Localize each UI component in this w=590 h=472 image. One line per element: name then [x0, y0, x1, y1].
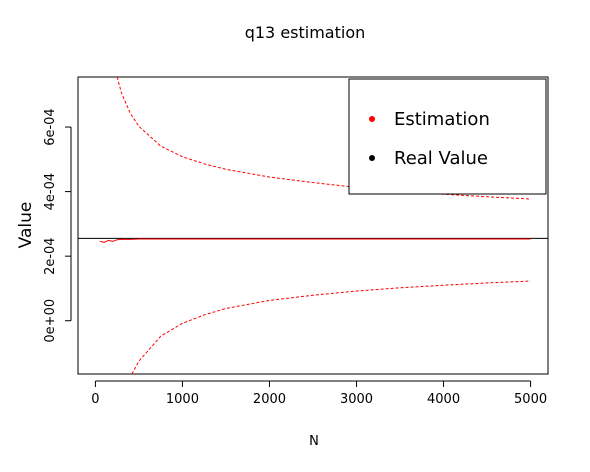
legend-marker: [369, 155, 375, 161]
y-axis: 0e+00 2e-04 4e-04 6e-04: [43, 108, 72, 343]
legend-box: [348, 78, 547, 195]
x-tick-label: 3000: [340, 392, 373, 407]
x-tick-label: 5000: [514, 392, 547, 407]
legend-label: Real Value: [394, 148, 488, 169]
x-tick-label: 0: [91, 392, 99, 407]
y-tick-label: 4e-04: [43, 173, 58, 211]
series-lower-bound: [131, 280, 531, 374]
x-tick-label: 2000: [253, 392, 286, 407]
series-estimate: [99, 238, 531, 243]
y-tick-label: 2e-04: [43, 237, 58, 275]
legend-label: Estimation: [394, 109, 490, 130]
y-tick-label: 0e+00: [43, 299, 58, 343]
x-tick-label: 1000: [166, 392, 199, 407]
x-axis-label: N: [309, 434, 319, 449]
x-tick-label: 4000: [427, 392, 460, 407]
chart-title: q13 estimation: [245, 23, 366, 42]
y-tick-label: 6e-04: [43, 108, 58, 146]
legend-marker: [369, 116, 375, 122]
y-axis-label: Value: [16, 202, 36, 249]
legend: Estimation Real Value: [348, 78, 547, 195]
x-axis: 0 1000 2000 3000 4000 5000: [91, 380, 547, 407]
plot-frame: [77, 76, 549, 375]
